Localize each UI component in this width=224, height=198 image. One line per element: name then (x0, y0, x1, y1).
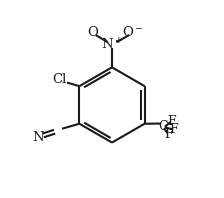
Text: N$^+$: N$^+$ (101, 37, 123, 52)
Text: F: F (168, 115, 176, 129)
Text: O$^-$: O$^-$ (122, 25, 144, 39)
Text: C: C (159, 120, 168, 133)
Text: F: F (164, 128, 173, 141)
Text: Cl: Cl (53, 73, 67, 86)
Text: N: N (32, 130, 44, 144)
Text: O: O (87, 26, 98, 39)
Text: F: F (170, 123, 178, 136)
